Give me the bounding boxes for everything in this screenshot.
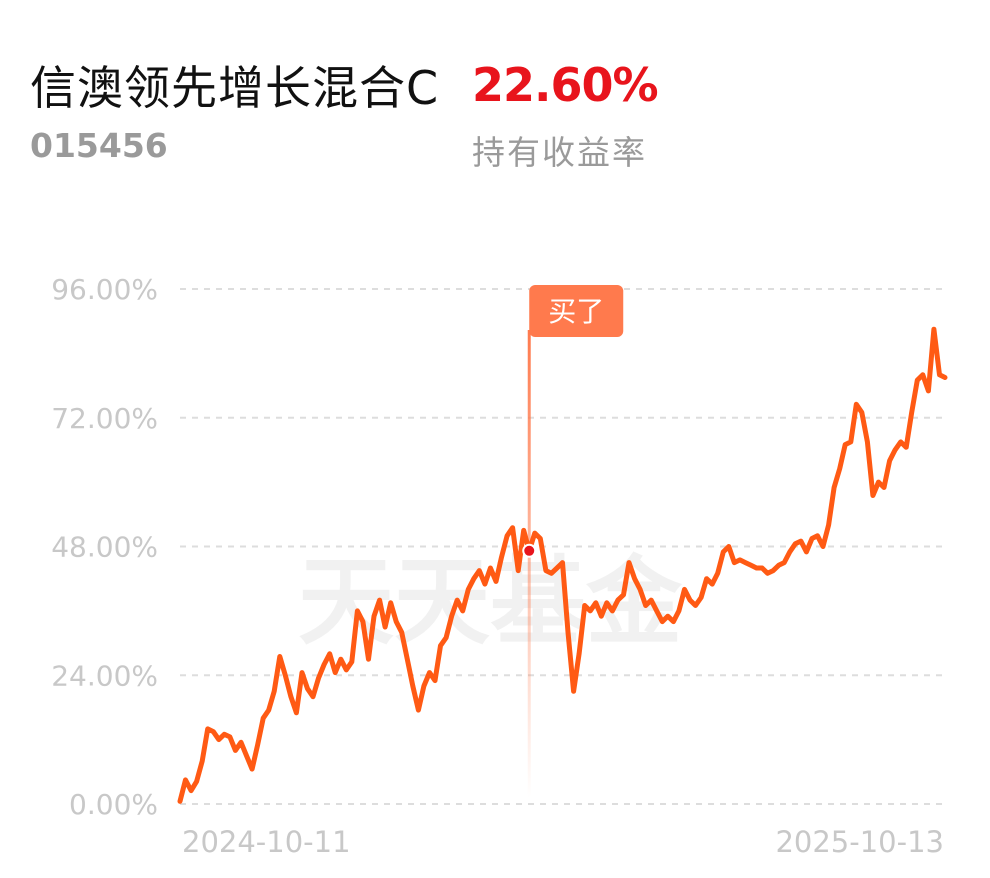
fund-code: 015456 [30,126,168,165]
y-tick-label: 24.00% [51,659,158,692]
y-tick-label: 48.00% [51,531,158,564]
fund-name: 信澳领先增长混合C [30,61,440,115]
holding-return-value: 22.60% [472,58,659,112]
x-start-date-label: 2024-10-11 [182,825,351,859]
x-end-date-label: 2025-10-13 [775,825,944,859]
buy-marker-point [522,543,537,558]
y-tick-label: 96.00% [51,273,158,306]
buy-marker-badge[interactable] [529,285,624,337]
buy-marker-line [527,330,531,798]
y-tick-label: 72.00% [51,402,158,435]
return-series-line [177,326,948,804]
holding-return-label: 持有收益率 [472,133,647,172]
buy-marker-label: 买了 [548,295,604,328]
y-tick-label: 0.00% [69,788,158,821]
